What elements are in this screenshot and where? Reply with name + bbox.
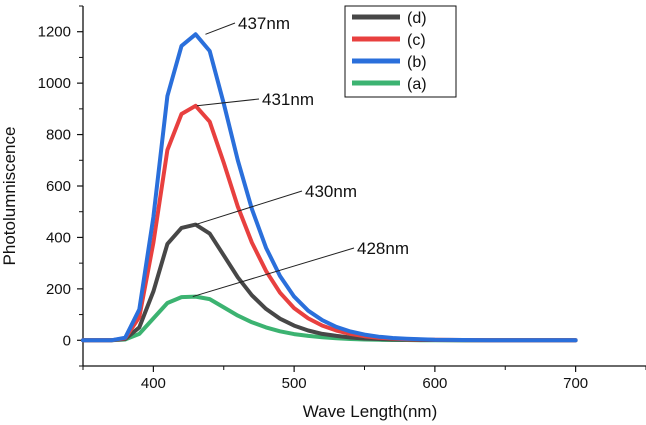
legend-label-c: (c) — [407, 32, 426, 49]
legend: (d) (c) (b) (a) — [344, 5, 457, 98]
x-tick-label: 400 — [141, 375, 166, 392]
legend-label-d: (d) — [407, 10, 427, 27]
annotation-label: 430nm — [305, 182, 357, 201]
y-tick-label: 0 — [63, 332, 71, 349]
x-tick-label: 700 — [563, 375, 588, 392]
y-tick-label: 1200 — [38, 24, 71, 41]
peak-annotations: 437nm 431nm 430nm 428nm — [192, 14, 409, 298]
annotation-label: 431nm — [262, 90, 314, 109]
series-lines — [81, 32, 578, 343]
axes: 400 500 600 700 0 200 400 600 800 1000 1200 — [38, 5, 646, 392]
annotation-leader-line — [205, 22, 236, 35]
annotation-label: 428nm — [357, 239, 409, 258]
series-line-c — [81, 103, 578, 343]
annotation-leader-line — [196, 98, 260, 107]
annotation-leader-line — [195, 190, 303, 226]
x-tick-label: 500 — [282, 375, 307, 392]
annotation-leader-line — [192, 247, 355, 298]
y-tick-label: 600 — [46, 178, 71, 195]
series-line-b — [81, 32, 578, 343]
y-tick-label: 1000 — [38, 75, 71, 92]
y-axis-title: Photolumniscence — [0, 127, 19, 266]
annotation-label: 437nm — [238, 14, 290, 33]
x-axis-title: Wave Length(nm) — [303, 402, 437, 421]
y-tick-label: 200 — [46, 281, 71, 298]
legend-label-a: (a) — [407, 76, 427, 93]
y-tick-label: 400 — [46, 229, 71, 246]
legend-label-b: (b) — [407, 54, 427, 71]
x-tick-label: 600 — [422, 375, 447, 392]
y-tick-label: 800 — [46, 127, 71, 144]
